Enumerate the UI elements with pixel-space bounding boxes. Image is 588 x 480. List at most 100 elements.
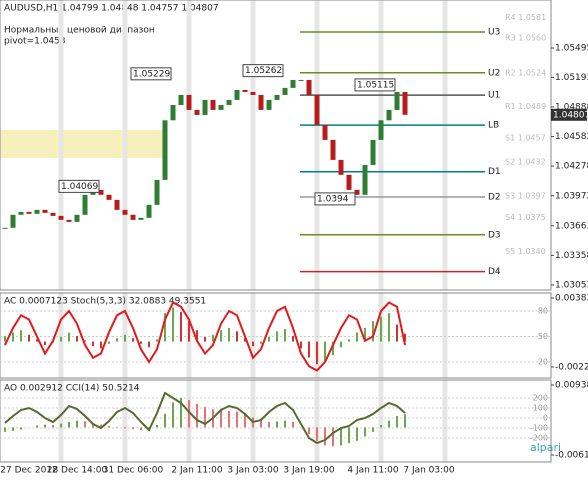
histogram-bar	[236, 331, 238, 342]
candle	[162, 120, 168, 180]
histogram-bar	[12, 427, 14, 431]
histogram-bar	[260, 341, 262, 344]
histogram-bar	[372, 321, 374, 342]
histogram-bar	[308, 427, 310, 435]
histogram-bar	[124, 334, 126, 342]
histogram-bar	[204, 407, 206, 428]
histogram-bar	[140, 341, 142, 344]
candle	[298, 79, 304, 81]
y-tick-label: 1.03358	[555, 251, 588, 261]
candle	[10, 214, 16, 228]
candle	[202, 99, 208, 115]
histogram-bar	[148, 341, 150, 348]
pivot-label: S5 1.0340	[505, 247, 546, 256]
candle	[370, 139, 376, 165]
level-label: D2	[488, 192, 501, 202]
histogram-bar	[356, 427, 358, 441]
candle	[18, 211, 24, 215]
candle	[402, 91, 408, 115]
histogram-bar	[396, 324, 398, 342]
candle	[194, 109, 200, 115]
pivot-label: R4 1.0581	[505, 13, 546, 22]
histogram-bar	[116, 338, 118, 342]
histogram-bar	[316, 341, 318, 365]
candle	[258, 94, 264, 110]
histogram-bar	[348, 427, 350, 444]
histogram-bar	[388, 420, 390, 428]
price-label: 1.0394	[317, 194, 349, 204]
pivot-label: R3 1.0560	[505, 33, 546, 42]
histogram-bar	[100, 424, 102, 428]
level-label: D4	[488, 267, 501, 277]
histogram-bar	[60, 423, 62, 428]
histogram-bar	[180, 312, 182, 342]
histogram-bar	[156, 339, 158, 342]
candle	[314, 94, 320, 125]
pivot-label: S4 1.0375	[505, 213, 546, 222]
candle	[186, 94, 192, 110]
histogram-bar	[260, 420, 262, 428]
panel-title: AO 0.002912 CCI(14) 50.5214	[4, 384, 140, 394]
histogram-bar	[244, 338, 246, 342]
histogram-bar	[100, 341, 102, 349]
price-label-box	[354, 78, 396, 92]
candle	[178, 94, 184, 105]
candle	[210, 99, 216, 110]
histogram-bar	[220, 330, 222, 342]
histogram-bar	[156, 425, 158, 428]
histogram-bar	[84, 421, 86, 428]
price-label-box	[242, 64, 284, 78]
candle	[226, 99, 232, 105]
histogram-bar	[204, 337, 206, 342]
histogram-bar	[252, 341, 254, 347]
pivot-label: R1 1.0489	[505, 102, 546, 111]
histogram-bar	[196, 330, 198, 342]
candle	[338, 159, 344, 175]
level-label: D3	[488, 230, 501, 240]
price-label: 1.05262	[245, 66, 282, 76]
y2-tick-label: 200	[533, 394, 548, 403]
candle	[50, 212, 56, 216]
y-tick-label: 0.009381	[555, 381, 588, 391]
candle	[362, 164, 368, 195]
candle	[170, 104, 176, 121]
price-label-box	[130, 67, 172, 81]
histogram-bar	[396, 416, 398, 428]
pivot-note: pivot=1.0453	[4, 37, 66, 47]
candle	[274, 94, 280, 100]
histogram-bar	[76, 335, 78, 342]
panel-frame	[0, 0, 552, 291]
histogram-bar	[276, 331, 278, 342]
histogram-bar	[268, 421, 270, 428]
histogram-bar	[324, 427, 326, 446]
histogram-bar	[68, 421, 70, 428]
histogram-bar	[76, 420, 78, 428]
candle	[122, 209, 128, 215]
candle	[2, 227, 8, 229]
histogram-bar	[380, 425, 382, 428]
candle	[250, 91, 256, 95]
candle	[378, 120, 384, 140]
histogram-bar	[316, 427, 318, 441]
histogram-bar	[36, 425, 38, 428]
y2-tick-label: 100	[533, 404, 548, 413]
y-tick-label: -0.00614	[555, 451, 588, 461]
last-price: 1.04807	[553, 110, 588, 120]
histogram-bar	[340, 341, 342, 348]
histogram-bar	[380, 316, 382, 342]
last-price-box	[551, 108, 587, 121]
y-tick-label: 1.04278	[555, 162, 588, 172]
candle	[354, 189, 360, 195]
level-label: D1	[488, 167, 501, 177]
histogram-bar	[404, 414, 406, 428]
histogram-bar	[180, 397, 182, 428]
candle	[66, 219, 72, 222]
y2-tick-label: 50	[538, 332, 548, 341]
candle	[234, 89, 240, 100]
logo: alpari	[530, 441, 561, 454]
y2-tick-label: -200	[530, 434, 548, 443]
pivot-label: R2 1.0524	[505, 68, 546, 77]
histogram-bar	[124, 427, 126, 429]
indicator-line	[4, 301, 406, 372]
pivot-label: S2 1.0432	[505, 158, 546, 167]
